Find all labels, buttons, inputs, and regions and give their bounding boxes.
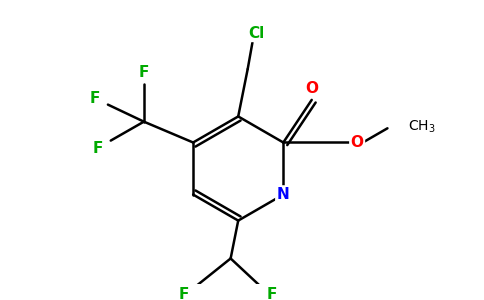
Text: CH$_3$: CH$_3$	[408, 118, 436, 135]
Text: F: F	[267, 287, 277, 300]
Text: F: F	[139, 65, 149, 80]
Text: Cl: Cl	[248, 26, 264, 40]
Text: F: F	[179, 287, 189, 300]
Text: N: N	[277, 187, 290, 202]
Text: F: F	[92, 141, 103, 156]
Text: O: O	[305, 81, 318, 96]
Text: F: F	[90, 92, 100, 106]
Text: O: O	[350, 135, 363, 150]
